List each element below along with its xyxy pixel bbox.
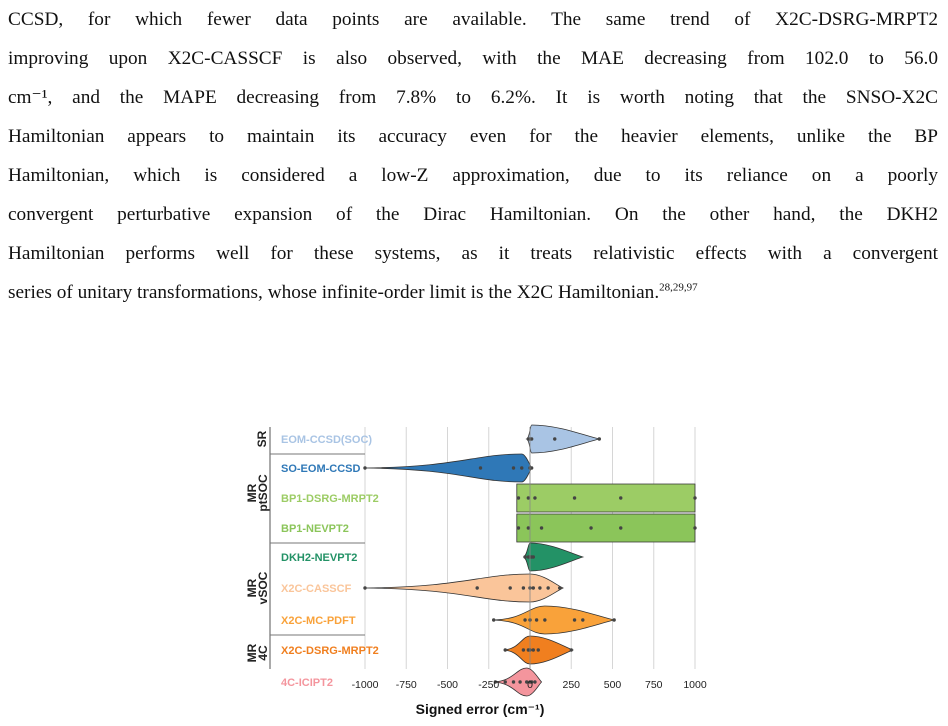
data-point (523, 618, 527, 622)
citation-refs: 28,29,97 (659, 281, 698, 294)
method-label: EOM-CCSD(SOC) (281, 434, 372, 446)
data-point (531, 648, 535, 652)
data-point (536, 648, 540, 652)
x-tick-label: 500 (604, 679, 622, 691)
data-point (619, 526, 623, 530)
data-point (569, 648, 573, 652)
group-label: SR (255, 430, 269, 447)
data-point (572, 496, 577, 500)
violin-shape (523, 542, 585, 572)
data-point (529, 466, 534, 470)
paragraph-line: cm⁻¹, and the MAPE decreasing from 7.8% … (8, 87, 938, 108)
method-label: BP1-DSRG-MRPT2 (281, 493, 379, 505)
violin-shape (516, 483, 696, 513)
x-axis-label: Signed error (cm⁻¹) (416, 701, 545, 717)
group-label: MR4C (245, 643, 270, 662)
violin-shape (493, 667, 543, 697)
data-point (693, 496, 697, 500)
data-point (529, 680, 534, 684)
x-tick-label: 1000 (683, 679, 707, 691)
data-point (521, 648, 526, 652)
data-point (511, 680, 516, 684)
data-point (503, 648, 507, 652)
paragraph-line: convergent perturbative expansion of the… (8, 204, 938, 225)
paragraph-line: Hamiltonian performs well for these syst… (8, 243, 938, 264)
method-label: X2C-CASSCF (281, 583, 352, 595)
data-point (534, 618, 539, 622)
method-label: X2C-DSRG-MRPT2 (281, 645, 379, 657)
data-point (518, 680, 522, 684)
data-point (492, 618, 496, 622)
paragraph-line: improving upon X2C-CASSCF is also observ… (8, 48, 938, 69)
data-point (526, 496, 531, 500)
data-point (581, 618, 585, 622)
paragraph-last-line: series of unitary transformations, whose… (8, 273, 938, 312)
data-point (553, 437, 557, 441)
violin-shape (364, 573, 564, 603)
x-tick-label: 250 (562, 679, 580, 691)
data-point (538, 586, 542, 590)
data-point (503, 680, 507, 684)
group-label-part: vSOC (256, 571, 270, 604)
data-point (546, 586, 550, 590)
data-point (516, 496, 521, 500)
group-label-part: 4C (256, 645, 270, 661)
data-point (516, 526, 521, 530)
group-label-part: SR (255, 430, 269, 447)
group-label: MRvSOC (245, 571, 270, 604)
group-label-part: MR (245, 483, 259, 502)
method-label: X2C-MC-PDFT (281, 615, 356, 627)
data-point (363, 466, 367, 470)
paragraph: CCSD, for which fewer data points are av… (8, 0, 938, 312)
paragraph-line: Hamiltonian appears to maintain its accu… (8, 126, 938, 147)
x-tick-label: -750 (396, 679, 417, 691)
violin-shape (493, 605, 615, 635)
data-point (619, 496, 623, 500)
data-point (589, 526, 593, 530)
data-point (693, 526, 697, 530)
x-tick-label: -1000 (352, 679, 379, 691)
group-label-part: MR (245, 578, 259, 597)
violin-shape (525, 424, 600, 454)
x-tick-label: -500 (437, 679, 458, 691)
method-label: 4C-ICIPT2 (281, 677, 333, 689)
paragraph-line: CCSD, for which fewer data points are av… (8, 9, 938, 30)
data-point (533, 496, 537, 500)
data-point (520, 466, 524, 470)
data-point (525, 680, 529, 684)
x-tick-label: -250 (478, 679, 499, 691)
data-point (543, 618, 547, 622)
data-point (597, 437, 601, 441)
data-point (558, 586, 562, 590)
group-label-part: MR (245, 643, 259, 662)
method-label: BP1-NEVPT2 (281, 523, 349, 535)
data-point (475, 586, 479, 590)
data-point (529, 437, 534, 441)
x-tick-label: 750 (645, 679, 663, 691)
paragraph-line: Hamiltonian, which is considered a low-Z… (8, 165, 938, 186)
data-point (521, 586, 526, 590)
data-point (526, 526, 531, 530)
x-tick-label: 0 (527, 679, 533, 691)
group-label: MRptSOC (245, 474, 270, 512)
paragraph-line-text: series of unitary transformations, whose… (8, 282, 660, 303)
violin-shape (364, 453, 533, 483)
method-label: SO-EOM-CCSD (281, 463, 361, 475)
data-point (531, 555, 535, 559)
violin-shape (516, 513, 696, 543)
data-point (523, 555, 527, 559)
data-point (572, 618, 577, 622)
data-point (533, 680, 537, 684)
data-point (539, 526, 544, 530)
data-point (363, 586, 367, 590)
data-point (478, 466, 483, 470)
data-point (511, 466, 516, 470)
method-label: DKH2-NEVPT2 (281, 552, 357, 564)
data-point (508, 586, 512, 590)
group-label-part: ptSOC (256, 474, 270, 512)
data-point (531, 586, 535, 590)
data-point (493, 680, 498, 684)
data-point (612, 618, 616, 622)
